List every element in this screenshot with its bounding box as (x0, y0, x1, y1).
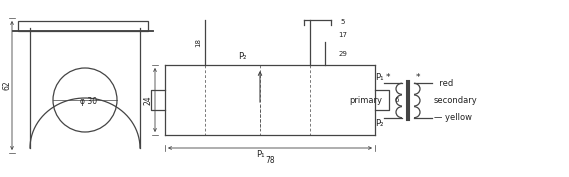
Text: 62: 62 (2, 81, 11, 90)
Text: 17: 17 (339, 32, 348, 38)
Text: P₁: P₁ (255, 150, 264, 159)
Text: 5: 5 (341, 19, 345, 25)
Text: red: red (434, 79, 453, 87)
Text: 6: 6 (395, 97, 399, 103)
Text: 24: 24 (143, 95, 152, 105)
Bar (18, 21, 148, 31)
Text: primary: primary (349, 96, 382, 105)
Text: *: * (386, 73, 390, 82)
Text: P₂: P₂ (238, 52, 247, 61)
Text: 29: 29 (339, 50, 348, 56)
Text: — yellow: — yellow (434, 113, 472, 122)
Text: P₂: P₂ (376, 119, 384, 128)
Text: 18: 18 (195, 38, 201, 47)
Text: secondary: secondary (434, 96, 478, 105)
Text: φ 30: φ 30 (80, 98, 97, 107)
Text: 78: 78 (265, 156, 275, 165)
Text: *: * (416, 73, 420, 82)
Text: P₁: P₁ (376, 73, 384, 82)
